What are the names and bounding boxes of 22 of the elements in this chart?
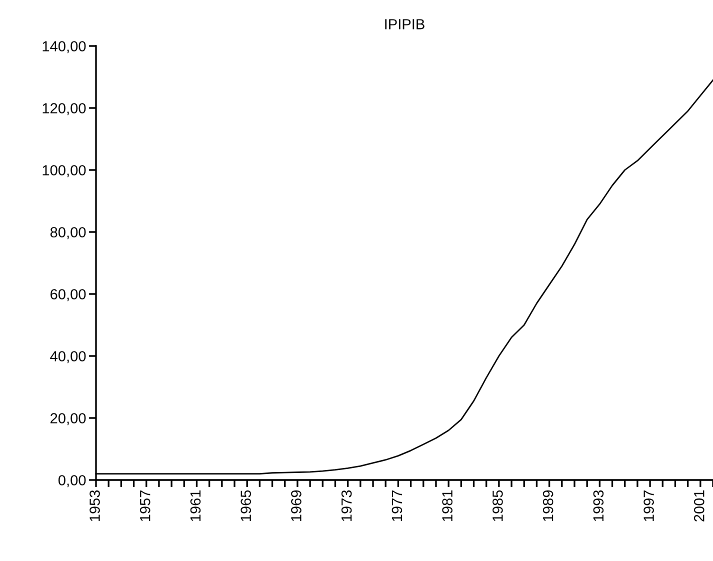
- x-tick-label: 1969: [291, 490, 302, 522]
- y-tick-label: 140,00: [42, 41, 86, 54]
- x-tick-label: 2001: [694, 490, 704, 522]
- x-tick-label: 1993: [593, 490, 604, 522]
- y-tick-label: 120,00: [42, 103, 86, 116]
- x-tick-label: 1989: [542, 490, 554, 522]
- y-tick-label: 0,00: [58, 475, 86, 488]
- x-tick-label: 1961: [190, 490, 201, 522]
- y-tick-label: 20,00: [50, 413, 86, 426]
- x-tick-label: 1981: [442, 490, 452, 522]
- x-tick-label: 1973: [341, 490, 352, 522]
- x-tick-label: 1957: [140, 490, 150, 522]
- y-tick-label: 80,00: [50, 227, 86, 240]
- y-tick-label: 100,00: [42, 165, 86, 178]
- y-tick-label: 60,00: [50, 289, 86, 302]
- x-tick-label: 1997: [644, 490, 654, 522]
- x-tick-label: 1985: [492, 490, 503, 522]
- x-tick-label: 1977: [392, 490, 402, 522]
- chart-title: IPIPIB: [385, 19, 424, 30]
- y-tick-label: 40,00: [50, 351, 86, 364]
- x-tick-label: 1965: [240, 490, 252, 522]
- x-tick-label: 1953: [90, 490, 100, 522]
